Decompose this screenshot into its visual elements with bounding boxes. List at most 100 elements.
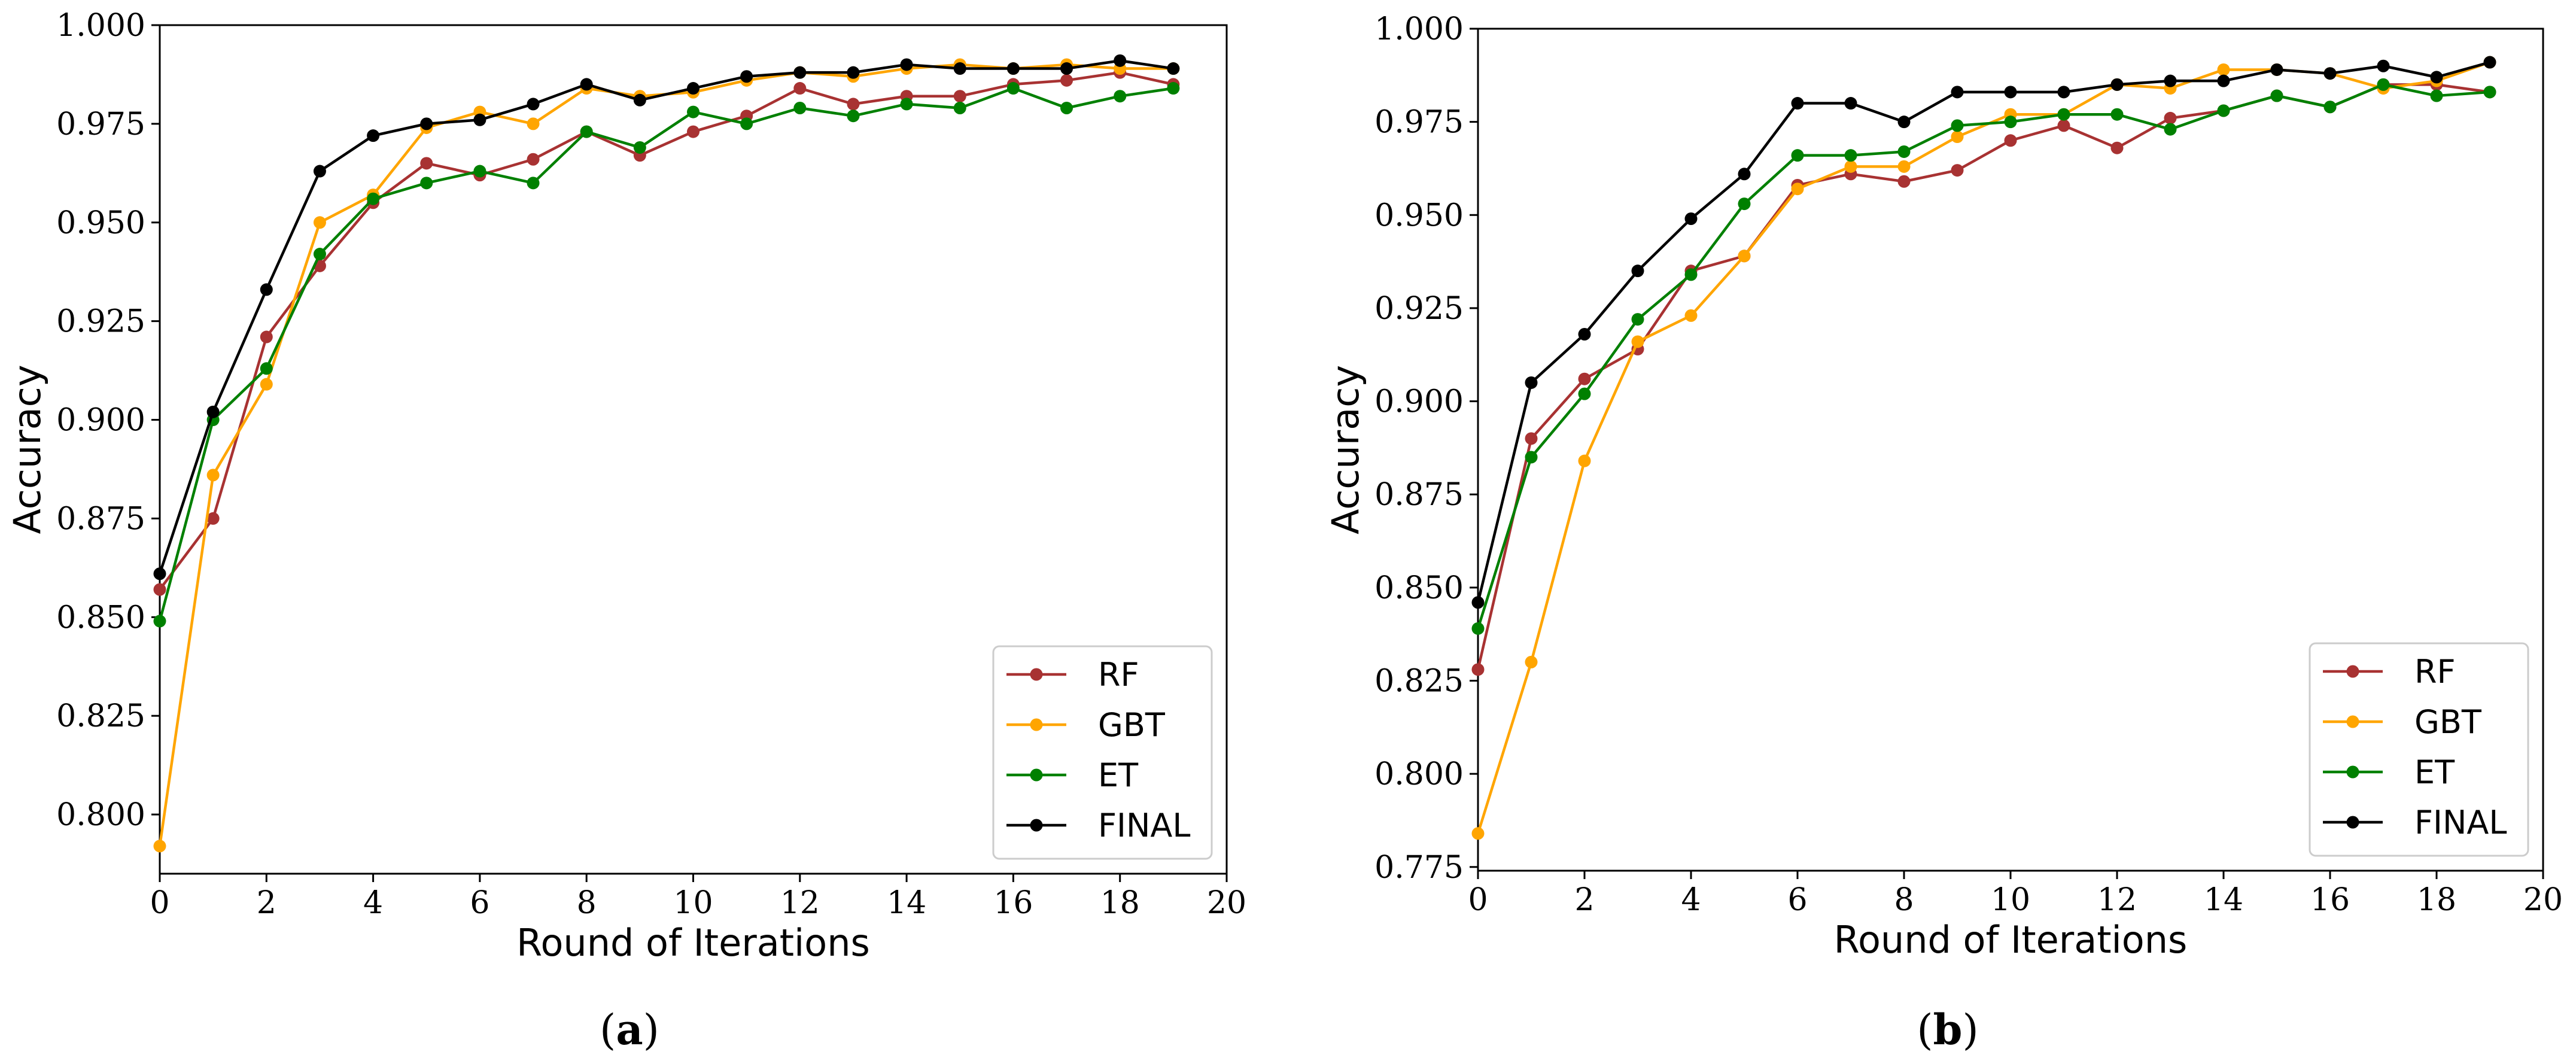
y-tick-label: 0.775	[1374, 850, 1464, 886]
caption-letter: a	[616, 1005, 643, 1054]
data-point	[953, 102, 966, 115]
data-point	[2110, 141, 2124, 154]
data-point	[1060, 102, 1073, 115]
x-tick-label: 6	[470, 885, 489, 921]
x-tick-label: 2	[1574, 882, 1594, 918]
data-point	[953, 90, 966, 103]
data-point	[420, 157, 433, 170]
data-point	[1951, 164, 1964, 177]
data-point	[2217, 63, 2230, 76]
series-et	[153, 82, 1180, 628]
y-tick-label: 0.875	[1374, 477, 1464, 513]
data-point	[1006, 82, 1020, 95]
data-point	[1060, 62, 1073, 75]
x-tick-label: 18	[1100, 885, 1140, 921]
data-point	[2164, 74, 2177, 87]
x-tick-label: 12	[780, 885, 820, 921]
y-tick-label: 0.975	[56, 107, 145, 142]
data-point	[1167, 62, 1180, 75]
legend-label: RF	[2414, 653, 2456, 691]
data-point	[2483, 56, 2496, 69]
legend-item-final: FINAL	[1006, 807, 1190, 844]
data-point	[527, 117, 540, 130]
x-tick-label: 16	[993, 885, 1033, 921]
data-point	[1844, 149, 1857, 162]
data-point	[2057, 108, 2070, 121]
data-point	[527, 153, 540, 166]
y-tick-label: 0.800	[56, 797, 145, 833]
data-point	[793, 66, 807, 79]
legend-item-final: FINAL	[2323, 804, 2507, 841]
data-point	[1525, 451, 1538, 464]
data-point	[1951, 119, 1964, 132]
y-tick-label: 0.925	[1374, 291, 1464, 327]
x-tick-label: 0	[150, 885, 169, 921]
data-point	[1578, 387, 1591, 400]
legend-label: ET	[1098, 756, 1139, 794]
panel-caption: (b)	[1917, 1005, 1979, 1054]
caption-close-paren: )	[1962, 1005, 1978, 1054]
data-point	[473, 165, 486, 178]
panel-caption: (a)	[600, 1005, 659, 1054]
x-tick-label: 14	[2204, 882, 2243, 918]
data-point	[1578, 454, 1591, 467]
legend-label: FINAL	[2414, 804, 2507, 841]
caption-letter: b	[1933, 1005, 1963, 1054]
data-point	[1167, 82, 1180, 95]
legend-label: GBT	[2414, 703, 2482, 741]
legend-marker	[2346, 765, 2359, 779]
data-point	[1471, 827, 1485, 840]
data-point	[900, 58, 913, 71]
series-line-et	[158, 87, 1174, 622]
data-point	[153, 615, 166, 628]
series-line-et	[1476, 83, 2490, 629]
data-point	[2270, 63, 2283, 76]
legend-marker	[1030, 718, 1043, 731]
data-point	[153, 567, 166, 580]
data-point	[953, 62, 966, 75]
data-point	[2057, 119, 2070, 132]
data-point	[153, 583, 166, 596]
y-tick-label: 0.800	[1374, 756, 1464, 792]
x-tick-label: 4	[1681, 882, 1701, 918]
series-line-rf	[159, 71, 1174, 591]
y-tick-label: 0.975	[1374, 105, 1464, 141]
caption-close-paren: )	[643, 1005, 659, 1054]
data-point	[580, 125, 593, 138]
data-point	[2057, 86, 2070, 99]
data-point	[1060, 74, 1073, 87]
data-point	[1578, 372, 1591, 385]
data-point	[2004, 86, 2017, 99]
series-final	[1471, 56, 2496, 609]
data-point	[1844, 97, 1857, 110]
legend-item-et: ET	[2323, 753, 2455, 791]
data-point	[260, 378, 273, 391]
data-point	[1114, 54, 1127, 67]
data-point	[2217, 104, 2230, 117]
data-point	[1578, 328, 1591, 341]
legend-label: RF	[1098, 656, 1139, 694]
data-point	[1897, 115, 1911, 129]
y-tick-label: 0.850	[1374, 570, 1464, 606]
chart-panel-b: 0 2 4 6 8 10 12 14 16 18 20 0.775 0.800 0.825 0.850 0.8…	[1324, 11, 2563, 1054]
data-point	[687, 105, 699, 118]
data-point	[153, 840, 166, 853]
data-point	[473, 113, 486, 126]
data-point	[2377, 59, 2390, 72]
legend: RF GBT ET FINAL	[2309, 642, 2529, 857]
caption-open-paren: (	[1917, 1005, 1933, 1054]
x-tick-label: 4	[363, 885, 383, 921]
legend-item-gbt: GBT	[1006, 706, 1166, 744]
series-rf	[153, 66, 1180, 596]
x-tick-label: 0	[1468, 882, 1488, 918]
x-axis-label: Round of Iterations	[1834, 918, 2188, 962]
x-tick-label: 8	[1894, 882, 1914, 918]
series-rf	[1471, 78, 2496, 676]
chart-panel-a: 0 2 4 6 8 10 12 14 16 18 20 0.800 0.825 0.850 0.875 0.9…	[5, 8, 1246, 1054]
data-point	[1114, 90, 1127, 103]
x-tick-label: 12	[2097, 882, 2137, 918]
data-point	[1791, 183, 1804, 196]
x-axis-label: Round of Iterations	[516, 921, 870, 965]
y-tick-label: 0.950	[1374, 197, 1464, 233]
data-point	[900, 98, 913, 111]
